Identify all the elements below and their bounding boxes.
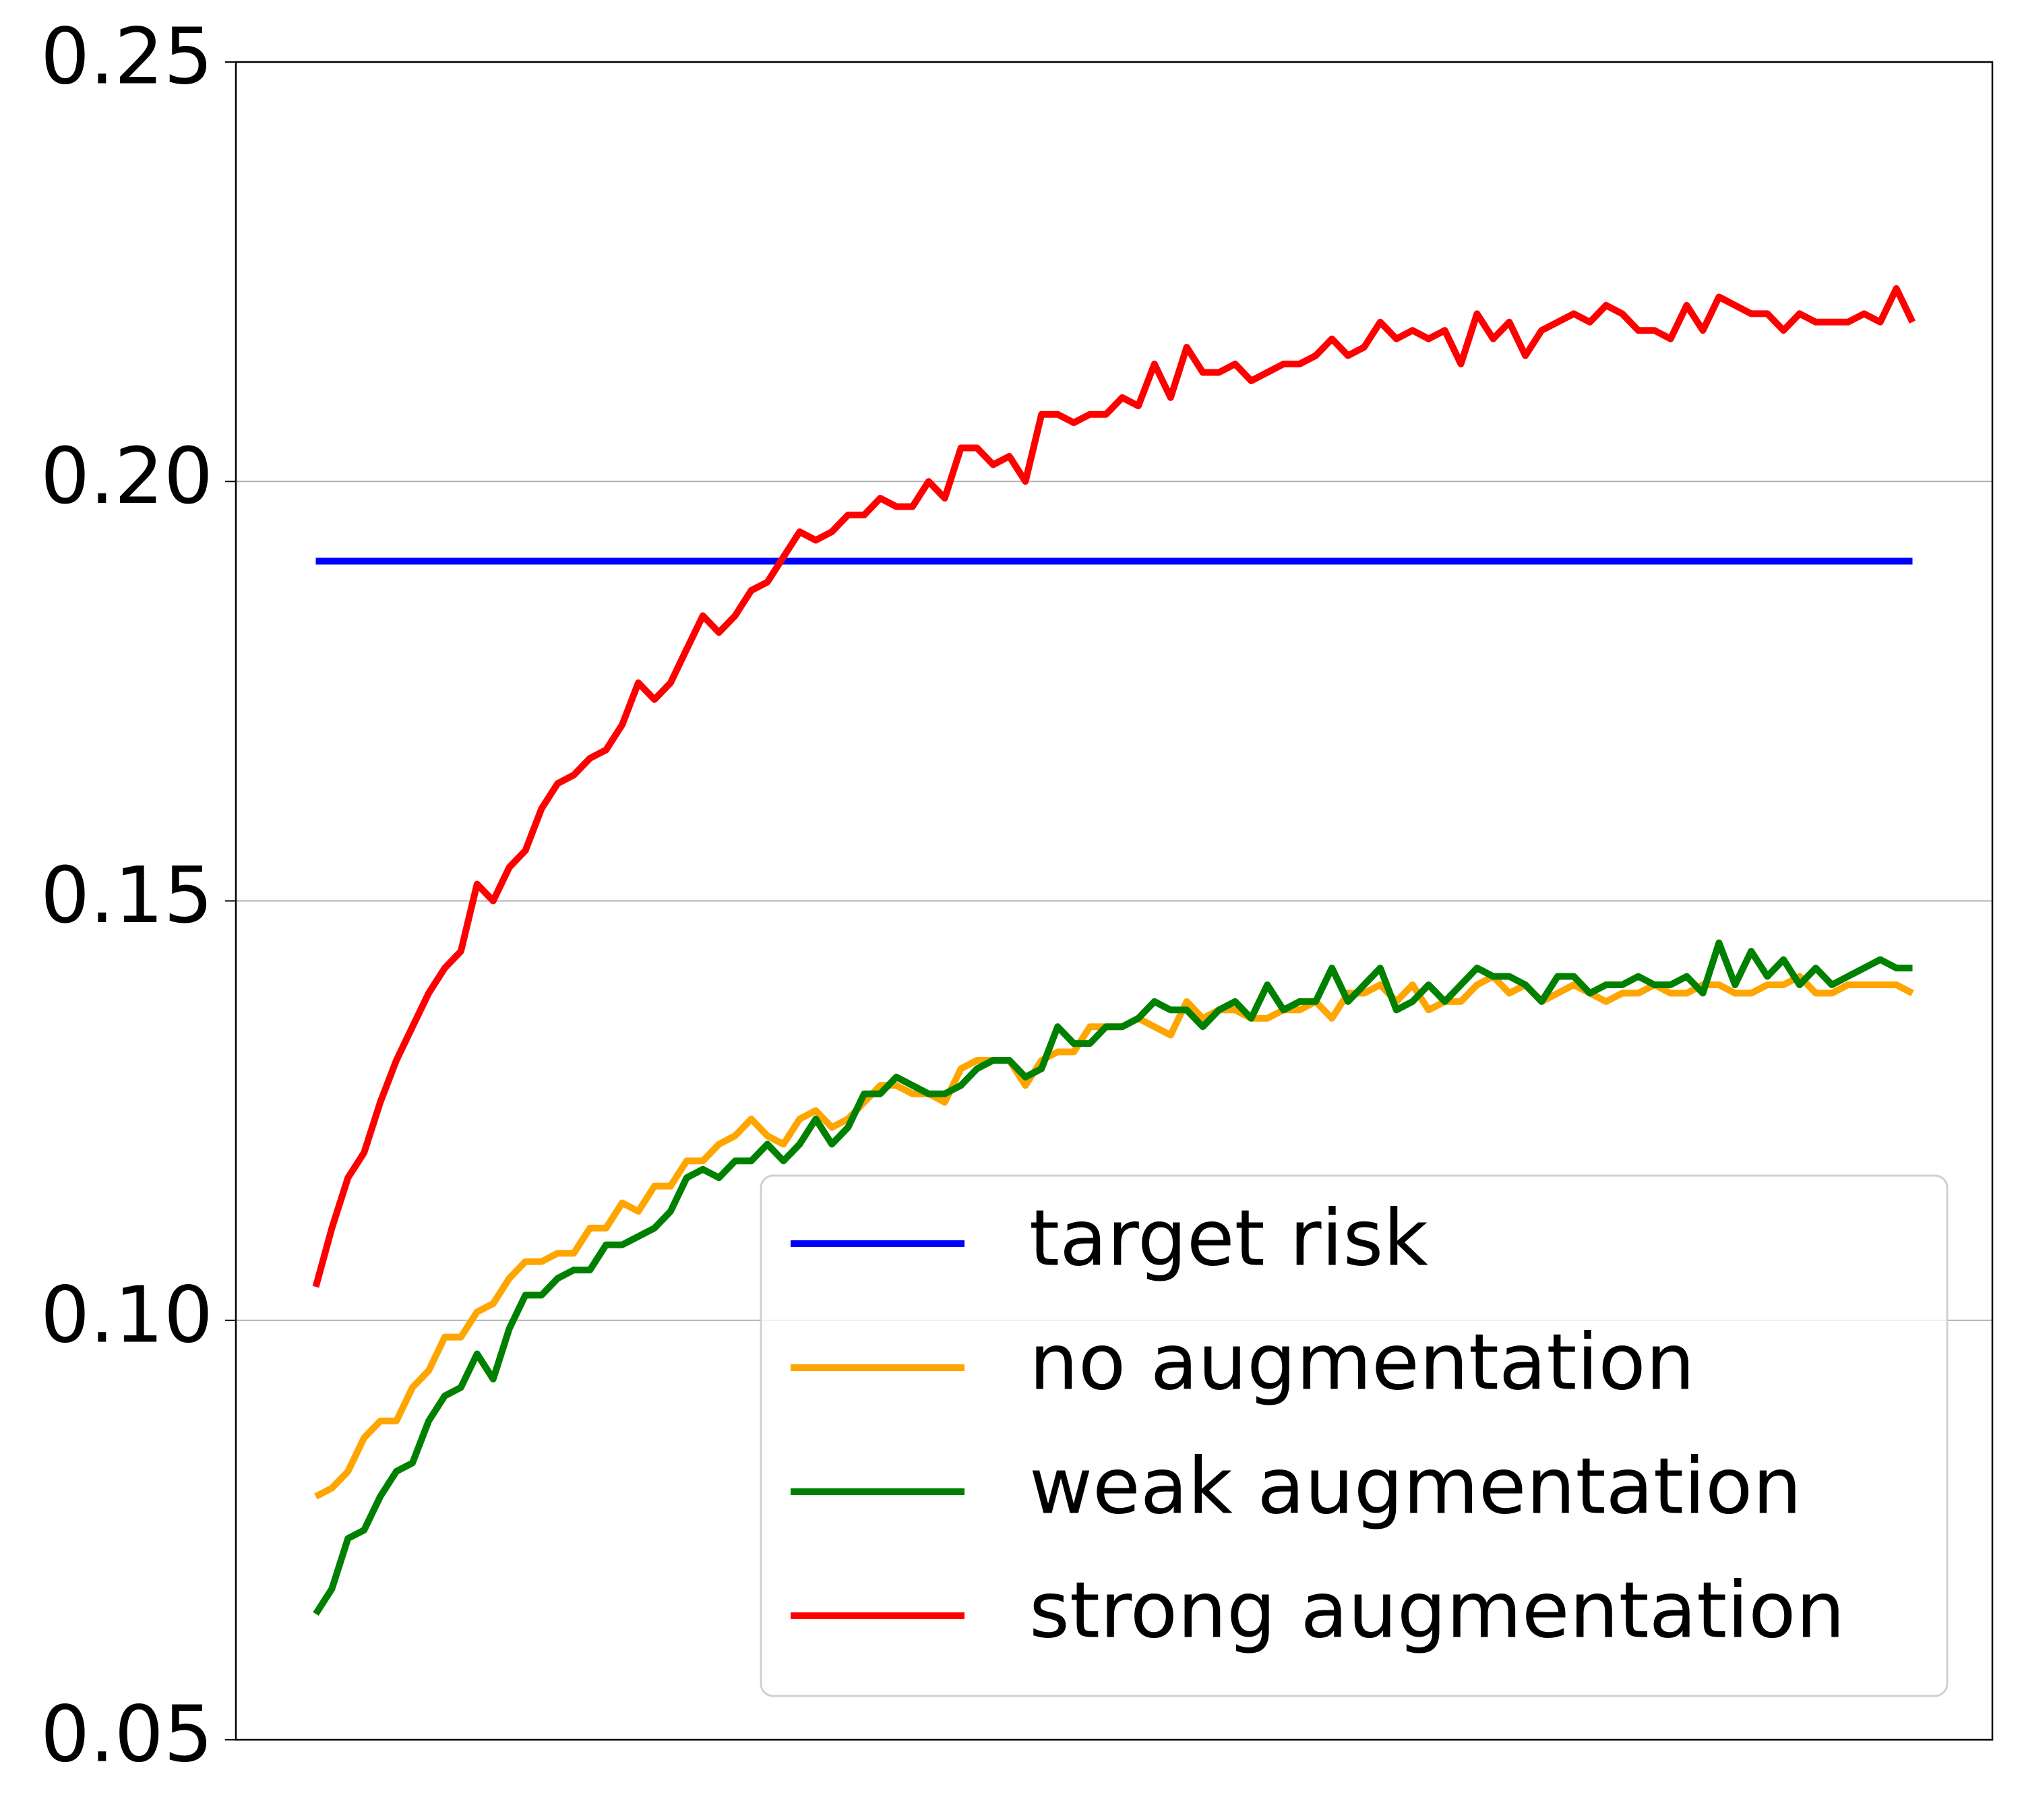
data-line [313,939,1913,1616]
y-tick-label: 0.15 [40,851,213,941]
legend-label: no augmentation [1029,1318,1695,1408]
data-line [312,285,1916,1288]
y-tick-label: 0.05 [40,1690,213,1780]
legend: target risk no augmentation weak augmentat… [760,1174,1949,1697]
legend-label: weak augmentation [1029,1442,1802,1532]
y-tick-label: 0.10 [40,1270,213,1360]
y-tick-label: 0.25 [40,12,213,102]
plot-frame [235,61,1994,1741]
y-tick-label: 0.20 [40,431,213,522]
legend-label: target risk [1029,1194,1428,1284]
legend-label: strong augmentation [1029,1566,1845,1656]
legend-box [760,1174,1949,1697]
